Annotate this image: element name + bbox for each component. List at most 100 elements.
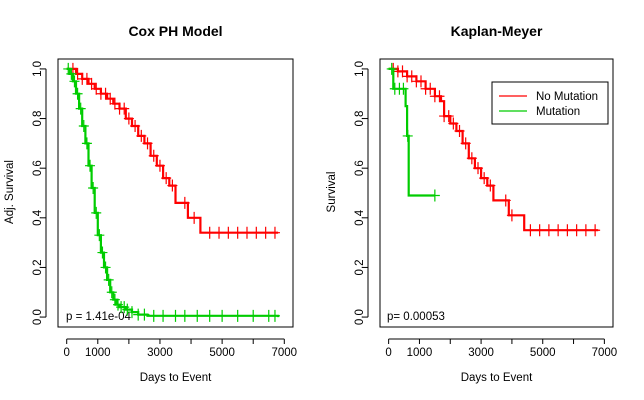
cox-ph-censor-mark-mutation	[78, 120, 89, 132]
cox-ph-censor-mark-mutation	[217, 309, 228, 322]
km-censor-mark-no-mutation	[460, 137, 471, 150]
km-plot-box	[379, 58, 614, 328]
cox-ph-censor-mark-no-mutation	[241, 226, 252, 239]
cox-ph-censor-mark-no-mutation	[223, 226, 234, 239]
cox-ph-censor-mark-mutation	[72, 87, 83, 100]
cox-ph-x-tick-label: 5000	[209, 347, 235, 359]
km-censor-mark-mutation	[402, 129, 413, 142]
km-censor-mark-no-mutation	[473, 162, 484, 175]
cox-ph-censor-mark-mutation	[88, 182, 99, 195]
km-y-tick-label: 0.2	[354, 259, 366, 275]
km-censor-mark-mutation	[429, 189, 440, 202]
cox-ph-censor-mark-mutation	[85, 159, 96, 172]
cox-ph-censor-mark-no-mutation	[189, 211, 200, 224]
cox-ph-censor-mark-mutation	[122, 303, 133, 316]
km-x-tick-label: 7000	[592, 347, 618, 359]
legend-label-no-mutation: No Mutation	[536, 91, 598, 103]
cox-ph-ylabel: Adj. Survival	[4, 160, 16, 224]
km-censor-mark-no-mutation	[434, 90, 445, 103]
cox-ph-censor-mark-mutation	[100, 261, 111, 274]
cox-ph-censor-mark-mutation	[158, 309, 169, 322]
cox-ph-censor-mark-mutation	[269, 309, 280, 322]
kaplan-meyer-panel: Kaplan-Meyer Days to Event Survival p= 0…	[326, 23, 617, 384]
cox-ph-censor-mark-mutation	[204, 309, 215, 322]
km-y-tick-label: 0.6	[354, 160, 366, 176]
legend-label-mutation: Mutation	[536, 106, 580, 118]
km-y-tick-label: 1.0	[354, 61, 366, 77]
cox-ph-xlabel: Days to Event	[140, 372, 212, 384]
cox-ph-censor-mark-no-mutation	[269, 226, 280, 239]
km-y-tick-label: 0.8	[354, 111, 366, 127]
cox-ph-y-tick-label: 0.6	[32, 160, 44, 176]
cox-ph-censor-mark-no-mutation	[86, 77, 97, 90]
cox-ph-plot-box	[57, 58, 294, 328]
cox-ph-y-tick-label: 0.0	[32, 309, 44, 325]
km-censor-mark-no-mutation	[543, 224, 554, 237]
cox-ph-censor-mark-mutation	[91, 206, 102, 219]
cox-ph-y-tick-label: 0.8	[32, 111, 44, 127]
cox-ph-censor-mark-mutation	[97, 246, 108, 259]
cox-ph-censor-mark-no-mutation	[148, 149, 159, 162]
km-x-tick-label: 0	[385, 347, 391, 359]
km-xlabel: Days to Event	[461, 372, 533, 384]
cox-ph-y-tick-label: 0.2	[32, 259, 44, 275]
cox-ph-censor-mark-no-mutation	[109, 97, 120, 110]
km-censor-mark-no-mutation	[580, 224, 591, 237]
cox-ph-panel: Cox PH Model Days to Event Adj. Survival…	[4, 23, 297, 384]
cox-ph-censor-mark-mutation	[248, 309, 259, 322]
cox-ph-censor-mark-mutation	[139, 308, 150, 321]
cox-ph-censor-mark-no-mutation	[142, 137, 153, 150]
km-x-tick-label: 5000	[530, 347, 556, 359]
cox-ph-y-tick-label: 1.0	[32, 61, 44, 77]
km-y-tick-label: 0.0	[354, 309, 366, 325]
km-x-tick-label: 3000	[468, 347, 494, 359]
cox-ph-censor-mark-no-mutation	[232, 226, 243, 239]
km-censor-mark-no-mutation	[448, 117, 459, 130]
km-ylabel: Survival	[326, 172, 338, 213]
cox-ph-censor-mark-mutation	[103, 273, 114, 286]
cox-ph-censor-mark-no-mutation	[260, 226, 271, 239]
cox-ph-censor-mark-mutation	[106, 286, 117, 299]
cox-ph-censor-mark-mutation	[75, 102, 86, 115]
cox-ph-censor-mark-mutation	[148, 309, 159, 322]
cox-ph-censor-mark-mutation	[192, 309, 203, 322]
km-censor-mark-no-mutation	[415, 75, 426, 88]
cox-ph-x-tick-label: 1000	[85, 347, 111, 359]
km-censor-mark-no-mutation	[590, 224, 601, 237]
cox-ph-censor-mark-no-mutation	[105, 92, 116, 105]
cox-ph-censor-mark-no-mutation	[119, 102, 130, 115]
km-censor-mark-no-mutation	[553, 224, 564, 237]
cox-ph-censor-mark-mutation	[69, 75, 80, 88]
km-censor-mark-mutation	[398, 82, 409, 95]
cox-ph-censor-mark-no-mutation	[123, 112, 134, 125]
km-censor-mark-no-mutation	[479, 172, 490, 185]
cox-ph-x-tick-label: 7000	[271, 347, 297, 359]
cox-ph-censor-mark-no-mutation	[91, 82, 102, 95]
cox-ph-title: Cox PH Model	[128, 23, 222, 39]
km-censor-mark-no-mutation	[571, 224, 582, 237]
cox-ph-censor-mark-mutation	[232, 309, 243, 322]
km-censor-mark-no-mutation	[425, 82, 436, 95]
cox-ph-censor-mark-mutation	[94, 229, 105, 242]
km-y-tick-label: 0.4	[354, 209, 366, 226]
km-censor-mark-no-mutation	[454, 124, 465, 137]
cox-ph-y-tick-label: 0.4	[32, 209, 44, 226]
cox-ph-censor-mark-no-mutation	[251, 226, 262, 239]
km-censor-mark-no-mutation	[500, 194, 511, 207]
cox-ph-censor-mark-no-mutation	[179, 196, 190, 209]
cox-ph-censor-mark-no-mutation	[136, 129, 147, 142]
km-censor-mark-no-mutation	[443, 110, 454, 123]
cox-ph-curve-mutation	[66, 67, 280, 318]
cox-ph-censor-mark-no-mutation	[81, 72, 92, 85]
cox-ph-censor-mark-mutation	[126, 306, 137, 319]
cox-ph-censor-mark-no-mutation	[167, 179, 178, 192]
cox-ph-censor-mark-mutation	[81, 137, 92, 150]
cox-ph-censor-mark-no-mutation	[204, 226, 215, 239]
cox-ph-x-tick-label: 0	[64, 347, 70, 359]
cox-ph-censor-mark-no-mutation	[130, 120, 141, 132]
cox-ph-pvalue: p = 1.41e-04	[66, 311, 132, 323]
km-censor-mark-no-mutation	[397, 65, 408, 78]
km-censor-mark-no-mutation	[485, 179, 496, 192]
cox-ph-x-tick-label: 3000	[147, 347, 173, 359]
